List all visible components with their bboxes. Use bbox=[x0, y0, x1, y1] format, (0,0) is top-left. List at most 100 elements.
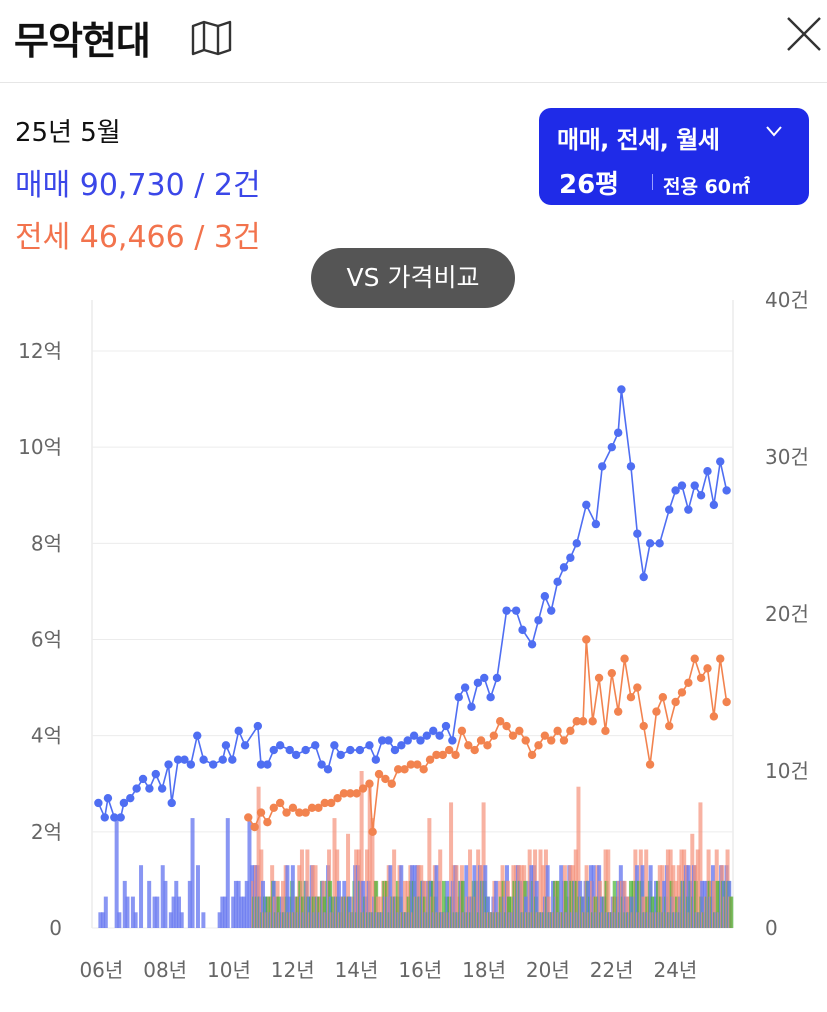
jeonse-price-point bbox=[314, 803, 323, 812]
volume-bar-jeonse bbox=[367, 786, 372, 928]
volume-bar-jeonse bbox=[299, 849, 304, 928]
jeonse-price-point bbox=[406, 760, 416, 769]
sale-price-point bbox=[645, 539, 655, 548]
volume-bar-jeonse bbox=[671, 865, 676, 928]
sale-price-line bbox=[97, 389, 728, 821]
jeonse-price-point bbox=[722, 697, 731, 707]
jeonse-price-point bbox=[671, 697, 680, 707]
jeonse-price-point bbox=[540, 731, 550, 740]
compare-price-button[interactable]: VS 가격비교 bbox=[311, 248, 515, 308]
close-icon[interactable] bbox=[782, 12, 826, 56]
sale-price-point bbox=[473, 678, 483, 687]
jeonse-price-point bbox=[645, 760, 655, 769]
volume-bar-jeonse bbox=[576, 786, 581, 928]
jeonse-price-point bbox=[425, 755, 435, 764]
y-left-tick-label: 6억 bbox=[31, 628, 62, 652]
volume-bar-jeonse bbox=[538, 849, 543, 928]
jeonse-price-point bbox=[559, 736, 569, 745]
map-icon[interactable] bbox=[190, 20, 234, 56]
volume-bar-sale bbox=[195, 865, 200, 928]
sale-price-point bbox=[486, 693, 495, 702]
volume-bar-sale bbox=[201, 912, 206, 928]
jeonse-price-point bbox=[381, 774, 390, 784]
sale-price-point bbox=[665, 505, 674, 514]
y-right-tick-label: 20건 bbox=[765, 602, 809, 626]
sale-price-point bbox=[633, 529, 642, 538]
volume-bar-sale bbox=[163, 880, 168, 928]
sale-price-point bbox=[365, 741, 374, 750]
jeonse-price-point bbox=[521, 736, 530, 745]
jeonse-price-point bbox=[444, 745, 454, 755]
sale-price-point bbox=[527, 640, 537, 649]
volume-bar-sale bbox=[223, 896, 228, 928]
jeonse-price-point bbox=[716, 654, 725, 663]
sale-price-point bbox=[703, 467, 712, 476]
volume-bar-sale bbox=[247, 818, 252, 928]
volume-bar-sale bbox=[98, 912, 103, 928]
volume-bar-sale bbox=[242, 896, 247, 928]
volume-bar-sale bbox=[179, 912, 184, 928]
sale-price-point bbox=[626, 462, 636, 471]
header: 무악현대 bbox=[0, 0, 827, 83]
volume-bar-sale bbox=[559, 865, 564, 928]
sale-price-point bbox=[722, 486, 731, 495]
volume-bar-sale bbox=[176, 896, 181, 928]
sale-price-point bbox=[208, 760, 218, 769]
sale-price-point bbox=[126, 793, 135, 803]
sale-price-point bbox=[275, 741, 285, 750]
sale-price-point bbox=[94, 798, 103, 808]
jeonse-price-point bbox=[665, 721, 674, 731]
sale-price-point bbox=[110, 813, 119, 822]
sale-price-point bbox=[378, 736, 387, 745]
jeonse-price-point bbox=[633, 683, 642, 692]
sale-price-point bbox=[263, 760, 272, 769]
sale-price-point bbox=[566, 553, 575, 562]
x-tick-label: 20년 bbox=[526, 958, 570, 982]
sale-price-point bbox=[422, 731, 432, 740]
y-left-tick-label: 0 bbox=[49, 916, 62, 940]
jeonse-price-point bbox=[387, 779, 396, 788]
jeonse-price-point bbox=[582, 635, 591, 644]
jeonse-price-point bbox=[572, 717, 581, 726]
jeonse-price-point bbox=[400, 765, 409, 774]
volume-bar-sale bbox=[336, 880, 341, 928]
jeonse-price-point bbox=[483, 741, 492, 750]
jeonse-price-point bbox=[269, 803, 278, 812]
volume-bar-sale bbox=[494, 880, 499, 928]
volume-bar-sale bbox=[220, 896, 225, 928]
sale-price-point bbox=[454, 693, 463, 702]
volume-bar-jeonse bbox=[370, 818, 375, 928]
sale-price-point bbox=[100, 813, 109, 822]
x-tick-label: 10년 bbox=[207, 958, 251, 982]
jeonse-price-point bbox=[358, 784, 368, 793]
volume-bar-sale bbox=[101, 912, 106, 928]
volume-bar-sale bbox=[160, 865, 165, 928]
volume-bar-sale bbox=[434, 865, 439, 928]
deal-types-label: 매매, 전세, 월세 bbox=[557, 126, 720, 154]
volume-bar-sale bbox=[285, 865, 290, 928]
volume-bar-jeonse bbox=[305, 849, 310, 928]
sale-price-point bbox=[534, 616, 543, 625]
volume-bar-sale bbox=[168, 912, 173, 928]
jeonse-price-point bbox=[709, 712, 719, 721]
jeonse-price-point bbox=[601, 726, 610, 736]
volume-bar-jeonse bbox=[402, 880, 407, 928]
sale-price-point bbox=[716, 457, 725, 466]
volume-bar-sale bbox=[225, 818, 230, 928]
volume-bar-jeonse bbox=[519, 865, 524, 928]
sale-price-point bbox=[355, 745, 365, 755]
volume-bar-sale bbox=[130, 896, 135, 928]
x-tick-label: 08년 bbox=[143, 958, 187, 982]
sale-price-point bbox=[467, 702, 476, 712]
sale-price-point bbox=[617, 385, 626, 394]
sale-price-point bbox=[346, 745, 355, 755]
y-left-tick-label: 2억 bbox=[31, 820, 62, 844]
volume-bar-sale bbox=[231, 896, 236, 928]
jeonse-price-point bbox=[295, 808, 304, 817]
deal-type-filter-button[interactable]: 매매, 전세, 월세 26평 전용 60㎡ bbox=[539, 108, 809, 205]
jeonse-price-point bbox=[368, 827, 377, 837]
jeonse-price-point bbox=[703, 664, 712, 673]
sale-price-point bbox=[132, 784, 141, 793]
volume-bar-sale bbox=[290, 865, 295, 928]
volume-bar-monthly bbox=[715, 880, 720, 928]
